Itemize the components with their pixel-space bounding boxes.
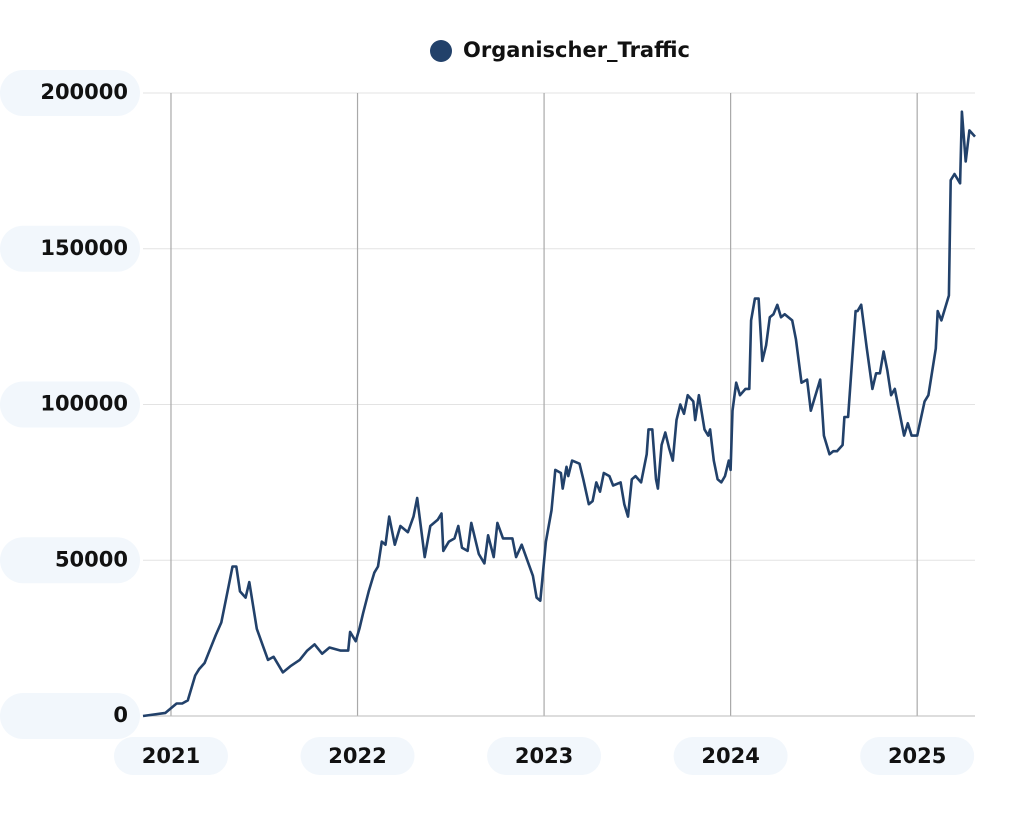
legend-marker	[430, 40, 452, 62]
y-tick-label: 50000	[55, 547, 128, 571]
x-tick-label: 2025	[888, 744, 946, 768]
x-tick-label: 2022	[328, 744, 386, 768]
y-tick-label: 150000	[40, 236, 128, 260]
x-tick-label: 2023	[515, 744, 573, 768]
y-tick-label: 100000	[40, 392, 128, 416]
legend-label: Organischer_Traffic	[463, 38, 690, 62]
tick-pill	[300, 737, 415, 775]
tick-pill	[487, 737, 602, 775]
y-tick-label: 0	[113, 703, 128, 727]
tick-pill	[0, 70, 140, 116]
tick-pill	[0, 537, 140, 584]
tick-pill	[0, 381, 140, 428]
x-tick-label: 2024	[701, 744, 759, 768]
tick-pill	[113, 737, 228, 775]
data-line	[142, 110, 976, 718]
tick-pill	[0, 693, 140, 739]
tick-pill	[860, 737, 975, 775]
x-tick-label: 2021	[142, 744, 200, 768]
tick-pill	[673, 737, 788, 775]
y-tick-label: 200000	[40, 80, 128, 104]
tick-pill	[0, 225, 140, 272]
